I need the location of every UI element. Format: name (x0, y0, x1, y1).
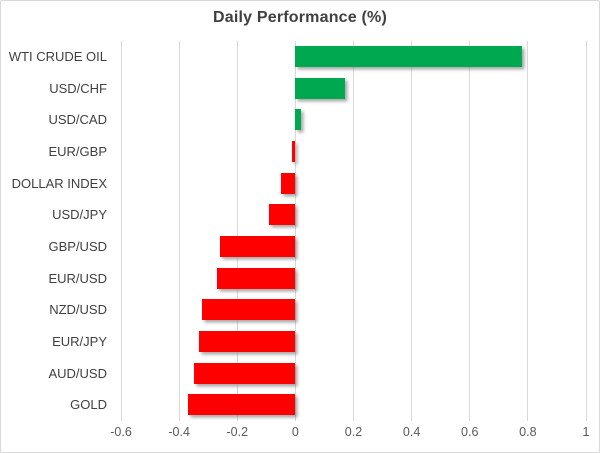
gridline (469, 41, 471, 421)
category-label: EUR/USD (48, 270, 107, 286)
x-tick-label: 1 (582, 425, 590, 439)
category-label: DOLLAR INDEX (11, 175, 107, 191)
bar-rows (121, 41, 586, 421)
bar-row (121, 263, 586, 295)
category-label: USD/CHF (49, 80, 107, 96)
bar-row (121, 199, 586, 231)
plot-area (120, 41, 587, 421)
x-tick-label: -0.4 (168, 425, 190, 439)
gridline (294, 41, 296, 421)
x-tick-label: 0.2 (344, 425, 363, 439)
x-tick-label: -0.6 (110, 425, 132, 439)
bar-row (121, 294, 586, 326)
bar (219, 235, 296, 257)
category-label: GOLD (70, 397, 107, 413)
bar-row (121, 104, 586, 136)
gridline (585, 41, 587, 421)
x-tick-label: 0 (291, 425, 299, 439)
gridline (236, 41, 238, 421)
bar (193, 362, 296, 384)
bar (199, 330, 296, 352)
category-label: EUR/JPY (52, 333, 107, 349)
bar (202, 299, 296, 321)
bar-row (121, 41, 586, 73)
bar (216, 267, 296, 289)
category-axis: WTI CRUDE OIL USD/CHF USD/CAD EUR/GBP DOLLAR… (1, 41, 107, 421)
chart-title: Daily Performance (%) (212, 9, 388, 26)
bar-row (121, 358, 586, 390)
bar (187, 394, 296, 416)
category-label: NZD/USD (49, 302, 107, 318)
gridline (527, 41, 529, 421)
category-label: WTI CRUDE OIL (8, 49, 107, 64)
category-label: USD/JPY (52, 207, 107, 223)
bar (295, 46, 523, 67)
gridline (120, 41, 122, 421)
x-tick-label: 0.4 (402, 425, 421, 439)
bar (292, 140, 296, 162)
bar-row (121, 136, 586, 168)
bar (280, 172, 296, 194)
x-tick-label: 0.8 (519, 425, 537, 439)
x-tick-label: -0.2 (226, 425, 249, 439)
category-label: GBP/USD (48, 238, 107, 254)
gridline (353, 41, 354, 421)
bar-row (121, 389, 586, 421)
gridline (178, 41, 180, 421)
bar-row (121, 326, 586, 358)
gridline (411, 41, 413, 421)
bar-row (121, 231, 586, 263)
category-label: USD/CAD (48, 112, 107, 128)
bar (295, 109, 302, 131)
bar (295, 77, 345, 99)
x-tick-label: 0.6 (461, 425, 479, 439)
category-label: EUR/GBP (48, 143, 107, 159)
bar-row (121, 73, 586, 105)
value-axis: -0.6 -0.4 -0.2 0 0.2 0.4 0.6 0.8 1 (110, 425, 589, 443)
category-label: AUD/USD (48, 365, 107, 381)
bar (269, 204, 296, 226)
bar-row (121, 168, 586, 200)
